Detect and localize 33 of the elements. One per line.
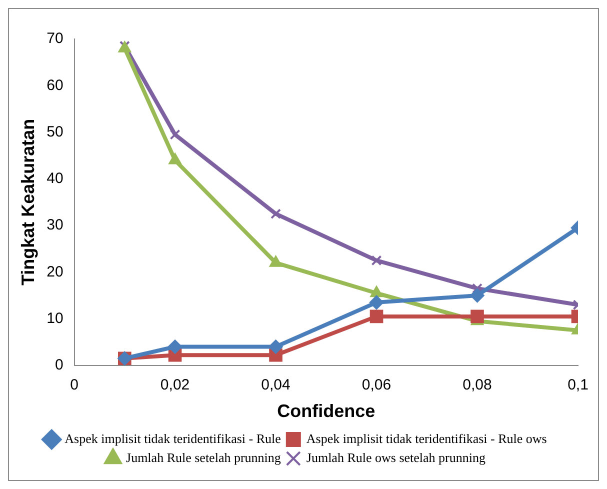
legend-label: Jumlah Rule setelah prunning (126, 450, 282, 465)
y-tick-label: 10 (46, 310, 64, 327)
point (370, 310, 384, 324)
point (470, 288, 484, 302)
y-tick-label: 70 (46, 30, 64, 48)
legend-label: Aspek implisit tidak teridentifikasi - Rule ows (306, 430, 547, 446)
point (268, 340, 283, 354)
y-tick-label: 30 (46, 216, 64, 234)
y-tick-label: 0 (54, 356, 64, 374)
x-tick-label: 0,1 (568, 376, 588, 394)
y-tick-label: 40 (46, 170, 64, 188)
point (472, 283, 482, 294)
point (170, 129, 180, 140)
legend-label: Aspek implisit tidak teridentifikasi - Rule (64, 430, 282, 446)
y-tick-label: 60 (46, 76, 64, 94)
point (168, 340, 182, 354)
point (168, 153, 182, 164)
x-tick-label: 0,04 (261, 376, 290, 394)
y-tick-label: 20 (46, 263, 64, 280)
point (470, 310, 484, 324)
x-tick-label: 0,06 (362, 376, 392, 394)
x-tick-label: 0,02 (160, 376, 190, 394)
x-axis-title: Confidence (277, 401, 376, 422)
point (370, 295, 384, 310)
y-tick-label: 50 (46, 123, 64, 140)
point (371, 255, 382, 266)
y-axis-title: Tingkat Keakuratan (18, 118, 38, 286)
legend-label: Jumlah Rule ows setelah prunning (306, 450, 486, 465)
point (270, 208, 282, 220)
x-tick-label: 0 (70, 376, 78, 394)
point (370, 286, 383, 298)
point (270, 256, 282, 267)
x-tick-label: 0,08 (462, 376, 492, 394)
